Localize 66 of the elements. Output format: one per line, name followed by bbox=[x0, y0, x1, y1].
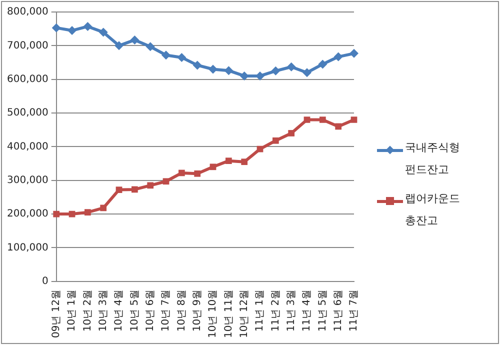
point bbox=[288, 130, 295, 136]
y-tick-label: 500,000 bbox=[6, 108, 48, 119]
x-tick-label: 10년 9월 bbox=[192, 289, 203, 332]
point bbox=[146, 42, 155, 52]
point bbox=[319, 116, 326, 123]
x-tick-label: 10년 3월 bbox=[98, 289, 109, 332]
point bbox=[271, 66, 280, 76]
x-tick-label: 10년 10월 bbox=[208, 289, 219, 338]
x-tick-label: 11년 3월 bbox=[286, 289, 297, 332]
point bbox=[302, 68, 312, 78]
point bbox=[272, 137, 279, 144]
point bbox=[162, 178, 170, 185]
point bbox=[84, 209, 91, 216]
y-tick-label: 600,000 bbox=[6, 74, 48, 85]
x-tick-label: 11년 2월 bbox=[270, 289, 282, 332]
point bbox=[192, 60, 202, 70]
x-tick-label: 11년 1월 bbox=[254, 289, 266, 332]
y-tick-label: 300,000 bbox=[6, 174, 48, 186]
point bbox=[224, 66, 234, 76]
x-tick-label: 11년 6월 bbox=[332, 289, 344, 332]
x-tick-label: 10년 2월 bbox=[82, 289, 94, 332]
point bbox=[210, 164, 216, 170]
point bbox=[194, 170, 201, 177]
legend-label: 국내주식형 펀드잔고 bbox=[405, 140, 461, 178]
point bbox=[178, 170, 185, 176]
point bbox=[334, 52, 343, 62]
y-tick-label: 200,000 bbox=[6, 208, 48, 220]
point bbox=[162, 50, 171, 60]
point bbox=[318, 60, 328, 69]
point bbox=[83, 22, 92, 31]
point bbox=[286, 62, 296, 72]
point bbox=[53, 210, 60, 218]
x-tick-label: 10년 8월 bbox=[176, 289, 188, 332]
point bbox=[116, 186, 122, 193]
x-tick-label: 10년 4월 bbox=[114, 289, 125, 332]
x-tick-label: 10년 11월 bbox=[223, 289, 234, 338]
x-tick-label: 11년 5월 bbox=[317, 289, 328, 332]
y-tick-label: 400,000 bbox=[6, 141, 48, 152]
point bbox=[225, 158, 232, 164]
y-tick-label: 800,000 bbox=[6, 6, 48, 18]
point bbox=[335, 123, 342, 130]
legend-label: 랩어카운드 총잔고 bbox=[405, 191, 461, 229]
point bbox=[68, 26, 77, 36]
point bbox=[52, 23, 61, 32]
point bbox=[177, 52, 186, 62]
x-tick-label: 10년 6월 bbox=[144, 289, 156, 332]
x-tick-label: 10년 12월 bbox=[238, 289, 250, 338]
point bbox=[350, 48, 358, 58]
x-tick-label: 10년 5월 bbox=[129, 289, 140, 332]
x-tick-label: 10년 7월 bbox=[160, 289, 172, 332]
y-tick-label: 0 bbox=[42, 276, 48, 287]
x-tick-label: 10년 1월 bbox=[66, 289, 78, 332]
point bbox=[114, 41, 124, 50]
x-tick-label: 11년 4월 bbox=[302, 289, 313, 332]
point bbox=[130, 35, 140, 44]
point bbox=[241, 158, 248, 166]
y-tick-label: 100,000 bbox=[6, 242, 48, 254]
x-tick-label: 09년 12월 bbox=[50, 289, 62, 338]
point bbox=[350, 116, 358, 123]
point bbox=[98, 28, 108, 37]
point bbox=[100, 204, 107, 212]
point bbox=[132, 186, 138, 193]
x-tick-label: 11년 7월 bbox=[348, 289, 360, 332]
point bbox=[147, 182, 154, 189]
point bbox=[304, 116, 310, 123]
y-tick-label: 700,000 bbox=[6, 40, 48, 52]
